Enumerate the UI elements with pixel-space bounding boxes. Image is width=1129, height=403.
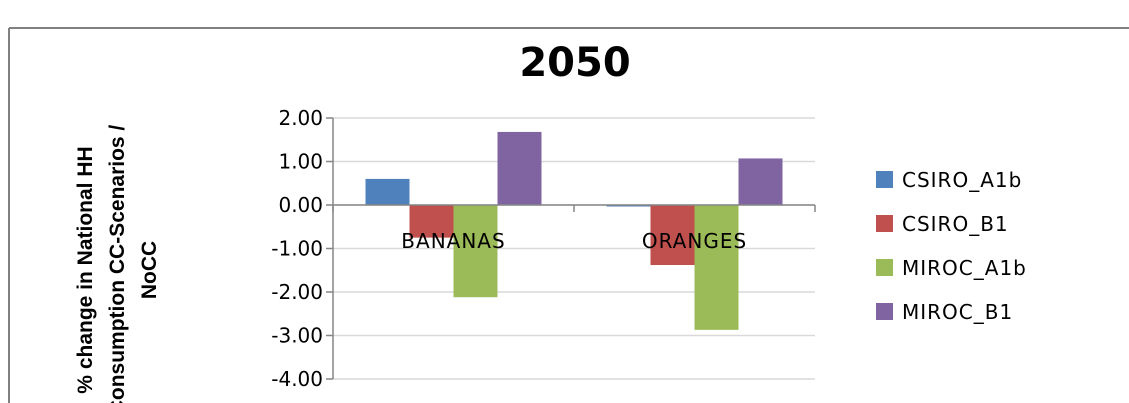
legend-label: MIROC_A1b <box>902 256 1027 280</box>
bar-csiro-b1-oranges <box>650 205 695 266</box>
legend-swatch <box>876 259 893 276</box>
legend-label: CSIRO_B1 <box>902 212 1009 236</box>
y-tick-label: -3.00 <box>271 324 323 348</box>
y-tick-label: 1.00 <box>278 150 323 174</box>
x-tick-label: BANANAS <box>401 229 505 253</box>
bar-miroc-b1-oranges <box>738 158 783 205</box>
y-axis-label-line-1: % change in National HH <box>74 146 97 393</box>
plot-area: 2.00 1.00 0.00 -1.00 -2.00 -3.00 -4.00 BANANAS O… <box>271 106 816 391</box>
y-axis-label-line-2: Consumption CC-Scenarios / <box>106 125 129 403</box>
chart-title: 2050 <box>519 40 630 86</box>
y-tick-label: -4.00 <box>271 367 323 391</box>
bar-miroc-a1b-bananas <box>453 205 498 298</box>
x-tick-label: ORANGES <box>642 229 747 253</box>
bar-csiro-a1b-bananas <box>365 178 410 205</box>
legend-swatch <box>876 171 893 188</box>
legend-label: MIROC_B1 <box>902 300 1013 324</box>
bar-miroc-a1b-oranges <box>694 205 739 330</box>
y-axis-label-line-3: NoCC <box>138 241 161 299</box>
bar-csiro-b1-bananas <box>409 205 454 238</box>
legend-swatch <box>876 215 893 232</box>
y-tick-label: 2.00 <box>278 106 323 130</box>
y-axis-label: % change in National HH Consumption CC-S… <box>74 125 161 403</box>
legend-label: CSIRO_A1b <box>902 168 1022 192</box>
y-tick-label: 0.00 <box>278 193 323 217</box>
bar-miroc-b1-bananas <box>497 131 542 205</box>
y-tick-label: -1.00 <box>271 237 323 261</box>
y-tick-label: -2.00 <box>271 280 323 304</box>
legend: CSIRO_A1b CSIRO_B1 MIROC_A1b MIROC_B1 <box>876 168 1027 324</box>
legend-swatch <box>876 303 893 320</box>
